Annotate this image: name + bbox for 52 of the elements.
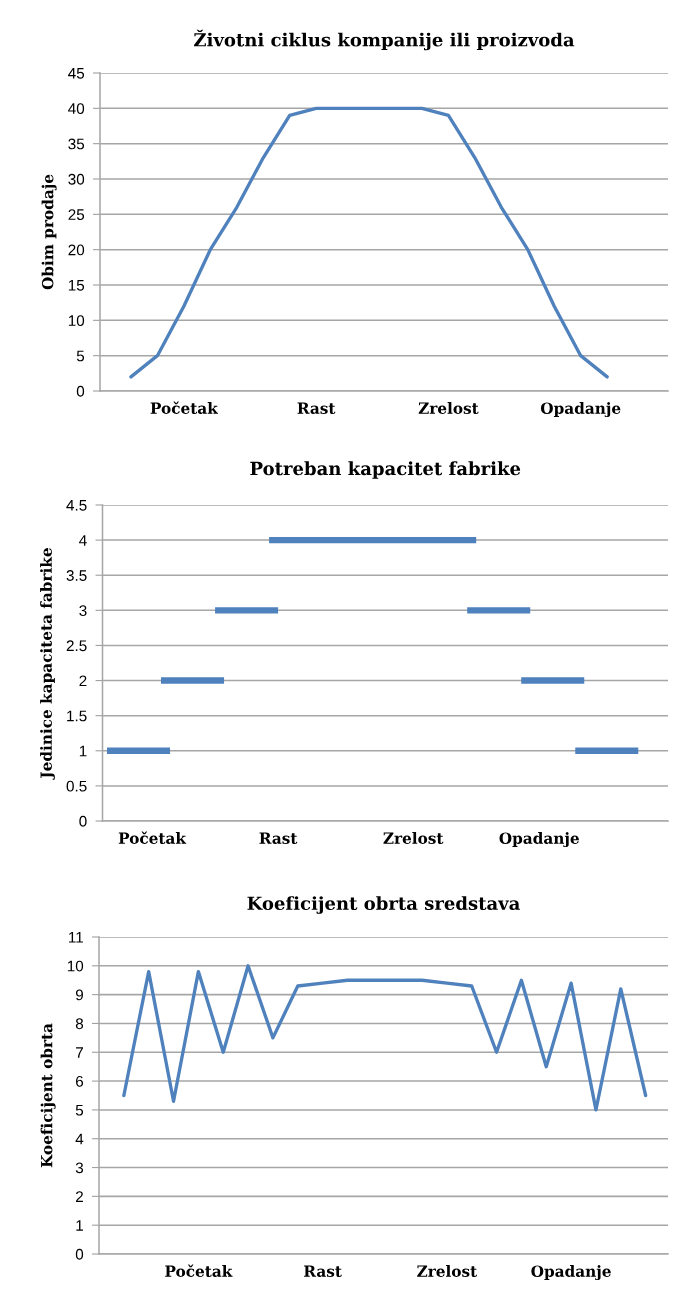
y-tick-label: 8 [75,1018,84,1030]
y-tick-label: 2.5 [66,640,87,652]
y-tick-label: 25 [68,209,85,221]
y-tick-label: 4.5 [66,500,87,511]
y-tick-label: 6 [76,1075,84,1087]
x-tick-label: Opadanje [531,1265,611,1281]
y-tick-label: 3 [79,605,87,617]
x-tick-label: Početak [150,401,219,414]
y-tick-label: 10 [67,960,84,972]
x-tick-label: Zrelost [417,1265,478,1277]
y-tick-label: 7 [76,1047,83,1058]
y-tick-label: 0.5 [66,780,87,792]
y-tick-label: 3 [75,1162,84,1174]
y-tick-label: 11 [69,932,83,943]
x-tick-label: Opadanje [499,832,579,848]
y-axis-title: Jedinice kapaciteta fabrike [40,548,55,780]
y-tick-label: 2 [76,1191,83,1202]
y-tick-label: 15 [68,280,85,291]
x-tick-label: Rast [304,1265,342,1277]
x-tick-label: Zrelost [418,402,479,414]
y-tick-label: 2 [79,675,87,687]
x-tick-label: Početak [118,831,187,844]
y-tick-label: 3.5 [66,570,87,581]
y-tick-label: 40 [68,103,85,115]
line-series [129,106,609,379]
chart-title: Potreban kapacitet fabrike [250,461,521,479]
y-tick-label: 1 [79,745,87,757]
y-tick-label: 20 [68,244,85,256]
y-tick-label: 1 [76,1220,83,1231]
y-axis-title: Koeficijent obrta [40,1023,56,1168]
y-tick-label: 35 [68,138,85,150]
y-tick-label: 45 [68,68,85,79]
x-tick-label: Opadanje [540,402,621,418]
x-tick-label: Rast [259,832,298,844]
y-tick-label: 0 [79,815,87,827]
y-tick-label: 4 [75,1133,84,1145]
y-tick-label: 5 [75,1104,84,1116]
y-tick-label: 5 [76,350,85,362]
y-tick-label: 9 [75,989,83,1001]
y-tick-label: 4 [79,535,87,546]
y-axis-title: Obim prodaje [41,174,57,290]
x-tick-label: Rast [297,402,336,414]
y-tick-label: 10 [68,315,85,327]
y-tick-label: 0 [76,385,85,397]
y-tick-label: 1.5 [67,710,87,722]
line-series [122,964,648,1112]
y-tick-label: 30 [68,173,85,185]
x-tick-label: Zrelost [383,832,444,844]
y-tick-label: 0 [75,1248,84,1260]
x-tick-label: Početak [165,1264,233,1277]
chart-title: Životni ciklus kompanije ili proizvoda [194,29,575,51]
chart-title: Koeficijent obrta sredstava [247,896,520,914]
